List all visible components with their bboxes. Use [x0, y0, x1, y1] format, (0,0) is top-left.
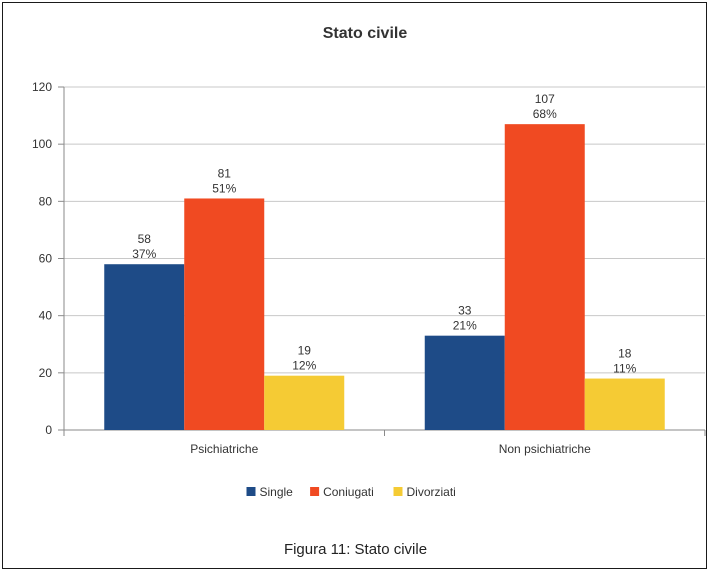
data-label-percent: 21% — [453, 319, 477, 333]
data-label-percent: 37% — [132, 247, 156, 261]
y-axis-ticks: 0 20 40 60 80 100 120 — [32, 80, 52, 437]
bar-single — [424, 335, 505, 430]
legend-swatch — [310, 487, 320, 496]
bar-divorziati — [584, 378, 665, 430]
data-label-value: 18 — [618, 347, 632, 361]
legend-label: Coniugati — [323, 485, 374, 499]
data-label-percent: 68% — [533, 107, 557, 121]
chart-title: Stato civile — [323, 25, 408, 42]
y-tick-label: 100 — [32, 137, 52, 151]
data-label-value: 107 — [535, 92, 555, 106]
y-tick-label: 60 — [39, 252, 53, 266]
data-label-percent: 12% — [292, 359, 316, 373]
data-label-percent: 11% — [613, 362, 636, 376]
y-tick-label: 20 — [39, 366, 53, 380]
data-label-value: 33 — [458, 304, 472, 318]
x-tick-label: Psichiatriche — [190, 442, 258, 456]
legend: Single Coniugati Divorziati — [246, 485, 456, 499]
data-label-percent: 51% — [212, 181, 236, 195]
y-tick-label: 80 — [39, 194, 53, 208]
x-tick-label: Non psichiatriche — [499, 442, 591, 456]
y-tick-label: 120 — [32, 80, 52, 94]
bar-divorziati — [264, 375, 345, 430]
bar-single — [104, 264, 185, 430]
x-axis-labels: Psichiatriche Non psichiatriche — [190, 442, 591, 456]
legend-swatch — [393, 487, 403, 496]
legend-label: Single — [260, 485, 294, 499]
data-label-value: 81 — [218, 166, 232, 180]
y-tick-label: 0 — [45, 423, 52, 437]
legend-swatch — [246, 487, 256, 496]
bar-coniugati — [504, 124, 585, 431]
data-label-value: 19 — [298, 344, 312, 358]
data-label-value: 58 — [138, 232, 152, 246]
figure-caption: Figura 11: Stato civile — [283, 541, 428, 558]
y-tick-label: 40 — [39, 309, 53, 323]
bar-coniugati — [184, 198, 265, 430]
legend-label: Divorziati — [407, 485, 456, 499]
